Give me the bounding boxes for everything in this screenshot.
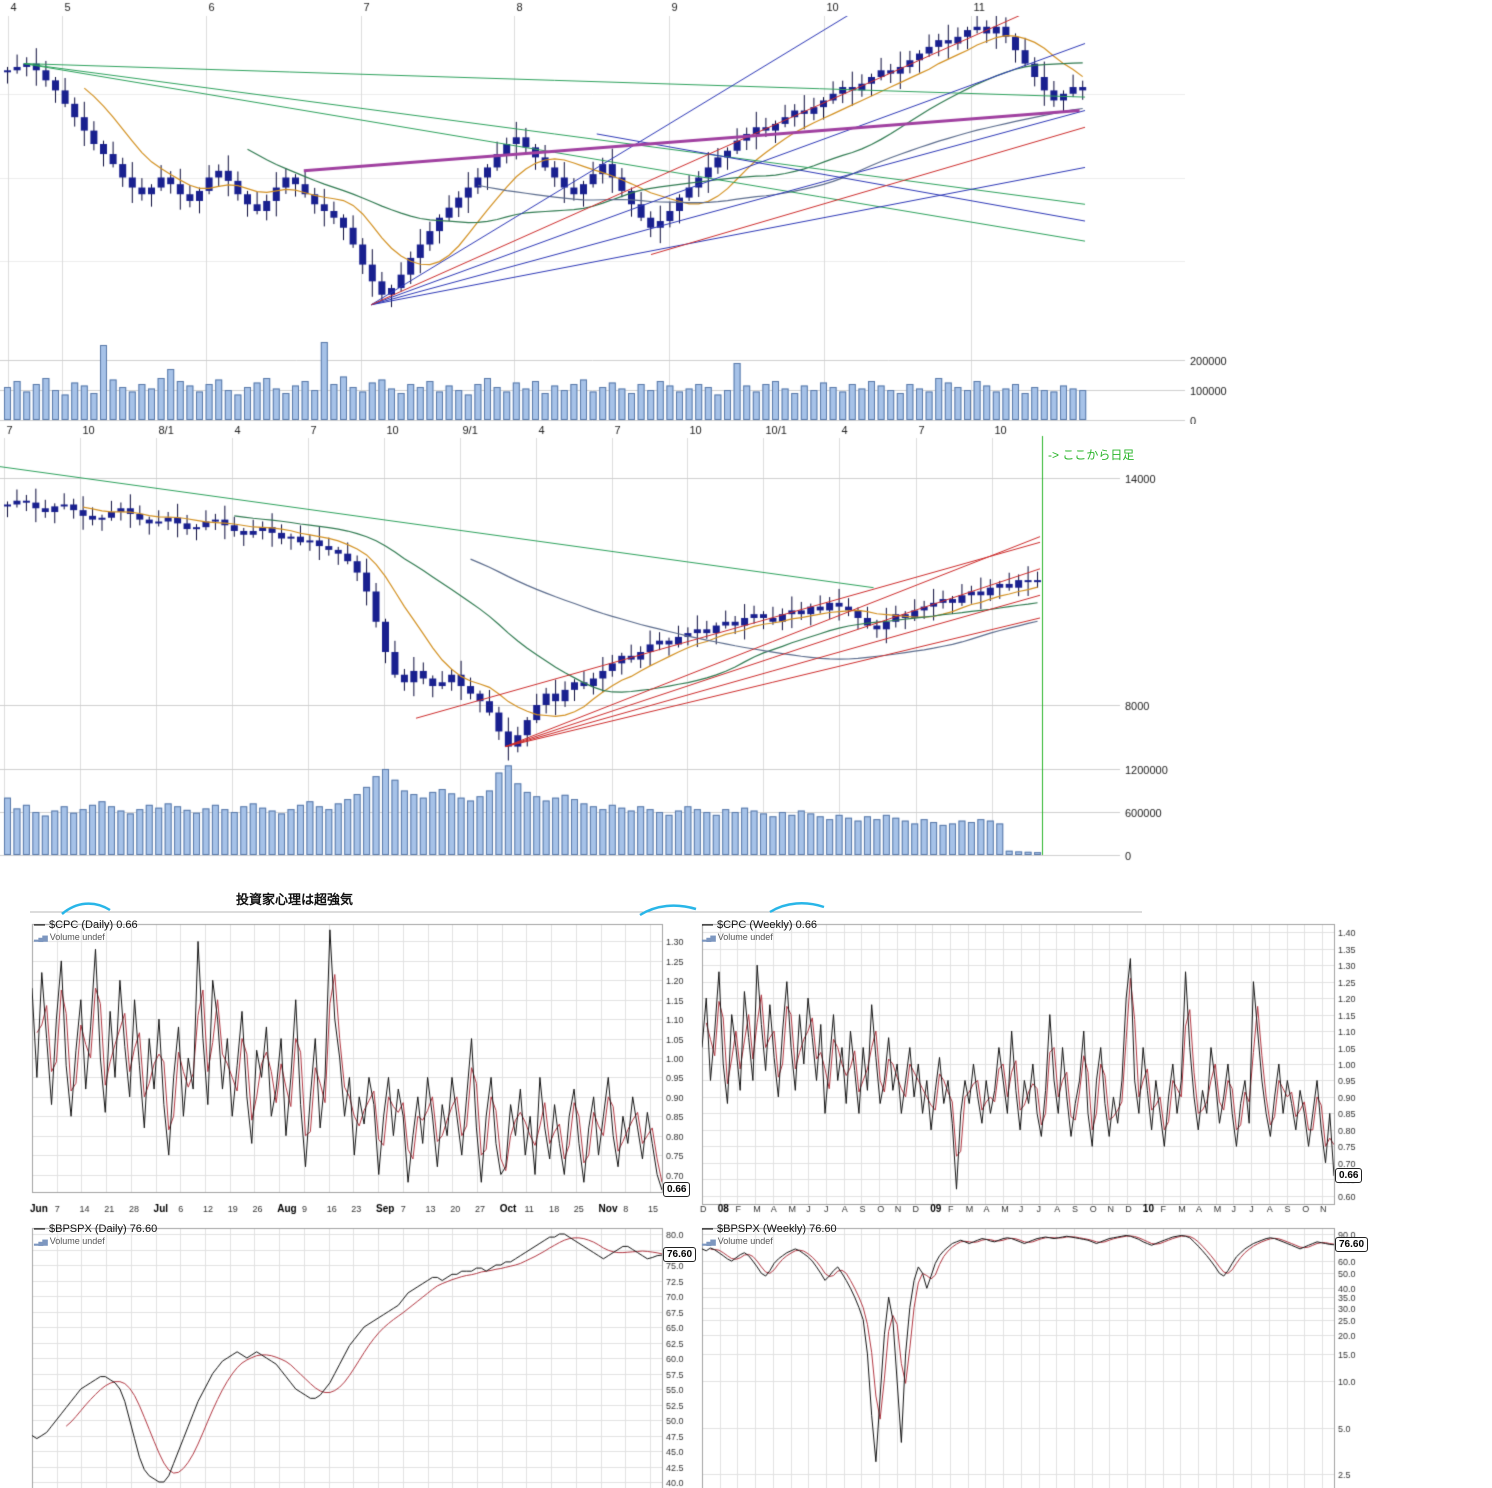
volume-legend-label: Volume undef (49, 1236, 105, 1246)
last-value-tag: 0.66 (663, 1182, 691, 1197)
volume-icon: ▂▄▆ (702, 1239, 716, 1246)
panel-bpspx-weekly: — $BPSPX (Weekly) 76.60 ▂▄▆ Volume undef 7… (696, 1220, 1396, 1488)
series-dash-icon: — (34, 919, 45, 931)
bpspx-daily-canvas (28, 1220, 700, 1488)
last-value-tag: 76.60 (663, 1247, 697, 1262)
marker-scribbles (30, 902, 1142, 917)
volume-icon: ▂▄▆ (34, 1239, 48, 1246)
volume-icon: ▂▄▆ (34, 935, 48, 942)
series-dash-icon: — (702, 1223, 713, 1235)
panel-legend-label: $BPSPX (Daily) 76.60 (49, 1223, 158, 1235)
volume-legend-label: Volume undef (49, 932, 105, 942)
panel-cpc-weekly: — $CPC (Weekly) 0.66 ▂▄▆ Volume undef 0.66 (696, 916, 1396, 1216)
daily-candlestick-chart (0, 424, 1300, 864)
panel-legend: — $BPSPX (Daily) 76.60 (34, 1223, 157, 1235)
volume-icon: ▂▄▆ (702, 935, 716, 942)
volume-legend: ▂▄▆ Volume undef (702, 932, 773, 942)
daily-start-annotation: -> ここから日足 (1048, 448, 1135, 462)
last-value-tag: 76.60 (1335, 1237, 1369, 1252)
panel-legend-label: $BPSPX (Weekly) 76.60 (717, 1223, 837, 1235)
daily-candlestick-canvas (0, 424, 1300, 864)
volume-legend: ▂▄▆ Volume undef (702, 1236, 773, 1246)
panel-legend: — $CPC (Weekly) 0.66 (702, 919, 817, 931)
last-value-tag: 0.66 (1335, 1168, 1363, 1183)
panel-legend: — $CPC (Daily) 0.66 (34, 919, 138, 931)
volume-legend: ▂▄▆ Volume undef (34, 932, 105, 942)
panel-legend-label: $CPC (Weekly) 0.66 (717, 919, 818, 931)
weekly-candlestick-canvas (0, 0, 1300, 424)
volume-legend-label: Volume undef (717, 1236, 773, 1246)
cyan-scribble-icon (639, 904, 697, 917)
cyan-scribble-icon (769, 902, 825, 914)
weekly-candlestick-chart (0, 0, 1300, 424)
series-dash-icon: — (34, 1223, 45, 1235)
panel-cpc-daily: — $CPC (Daily) 0.66 ▂▄▆ Volume undef 0.66 (28, 916, 700, 1216)
cpc-weekly-canvas (696, 916, 1396, 1216)
panel-legend-label: $CPC (Daily) 0.66 (49, 919, 138, 931)
panel-legend: — $BPSPX (Weekly) 76.60 (702, 1223, 837, 1235)
cyan-scribble-icon (61, 902, 111, 915)
cpc-daily-canvas (28, 916, 700, 1216)
panel-bpspx-daily: — $BPSPX (Daily) 76.60 ▂▄▆ Volume undef 76… (28, 1220, 700, 1488)
bpspx-weekly-canvas (696, 1220, 1396, 1488)
series-dash-icon: — (702, 919, 713, 931)
volume-legend: ▂▄▆ Volume undef (34, 1236, 105, 1246)
sentiment-annotation: 投資家心理は超強気 (236, 892, 354, 907)
volume-legend-label: Volume undef (717, 932, 773, 942)
